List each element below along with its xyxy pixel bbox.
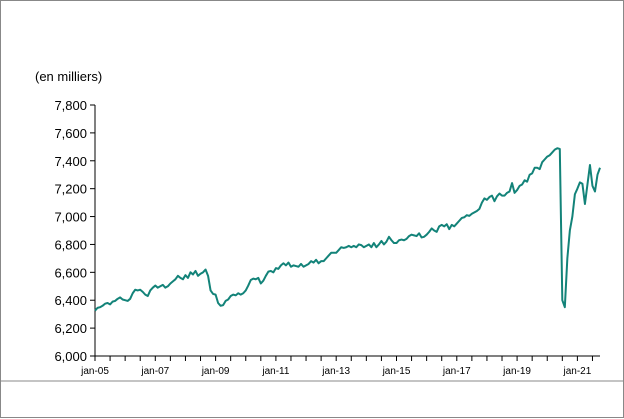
- x-tick-label: jan-15: [382, 366, 411, 377]
- y-tick-label: 6,200: [54, 321, 87, 336]
- x-tick-label: jan-17: [442, 366, 471, 377]
- x-tick-label: jan-19: [502, 366, 531, 377]
- y-tick-label: 6,600: [54, 265, 87, 280]
- x-tick-label: jan-09: [201, 366, 230, 377]
- x-tick-label: jan-11: [261, 366, 289, 377]
- x-tick-label: jan-07: [140, 366, 169, 377]
- y-axis-label: (en milliers): [35, 69, 102, 84]
- x-ticks: jan-05 jan-07 jan-09 jan-11 jan-13 jan-15 jan-…: [80, 356, 593, 377]
- x-tick-label: jan-05: [80, 366, 109, 377]
- y-tick-label: 6,400: [54, 293, 87, 308]
- y-tick-label: 7,600: [54, 126, 87, 141]
- x-tick-label: jan-13: [321, 366, 350, 377]
- y-tick-label: 7,400: [54, 154, 87, 169]
- y-tick-label: 6,800: [54, 237, 87, 252]
- y-ticks: 6,000 6,200 6,400 6,600 6,800 7,000 7,200 7,400…: [54, 98, 95, 364]
- y-tick-label: 6,000: [54, 349, 87, 364]
- series-line: [94, 147, 601, 312]
- y-tick-label: 7,800: [54, 98, 87, 113]
- y-tick-label: 7,000: [54, 210, 87, 225]
- x-tick-label: jan-21: [562, 366, 591, 377]
- y-tick-label: 7,200: [54, 182, 87, 197]
